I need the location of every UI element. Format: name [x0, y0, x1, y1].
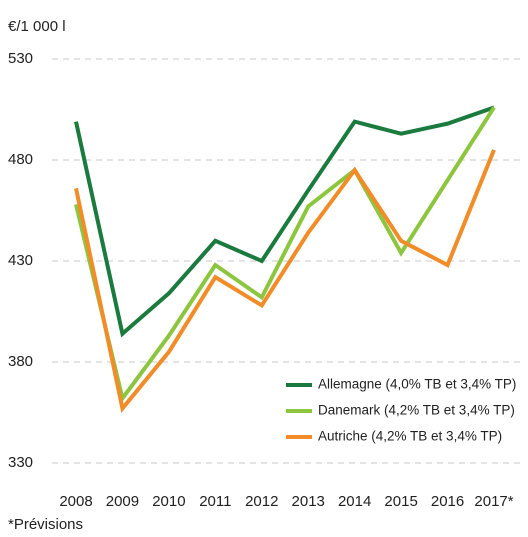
y-tick-label: 530 — [8, 50, 33, 67]
legend-label: Allemagne (4,0% TB et 3,4% TP) — [318, 377, 516, 392]
legend-label: Danemark (4,2% TB et 3,4% TP) — [318, 403, 515, 418]
footnote: *Prévisions — [8, 516, 83, 533]
x-tick-label: 2017* — [474, 493, 513, 510]
x-tick-label: 2008 — [59, 493, 92, 510]
x-tick-label: 2015 — [384, 493, 417, 510]
y-tick-label: 430 — [8, 252, 33, 269]
y-axis-label: €/1 000 l — [8, 18, 66, 35]
series-line — [74, 149, 496, 413]
y-tick-label: 480 — [8, 151, 33, 168]
x-tick-label: 2010 — [152, 493, 185, 510]
series-line — [74, 106, 496, 403]
series-line — [74, 105, 495, 338]
x-tick-label: 2011 — [199, 493, 231, 510]
x-tick-label: 2016 — [431, 493, 464, 510]
x-tick-label: 2013 — [292, 493, 325, 510]
x-tick-label: 2012 — [245, 493, 278, 510]
y-tick-label: 380 — [8, 353, 33, 370]
legend-label: Autriche (4,2% TB et 3,4% TP) — [318, 429, 502, 444]
x-tick-label: 2009 — [106, 493, 139, 510]
x-tick-label: 2014 — [338, 493, 371, 510]
y-tick-label: 330 — [8, 454, 33, 471]
